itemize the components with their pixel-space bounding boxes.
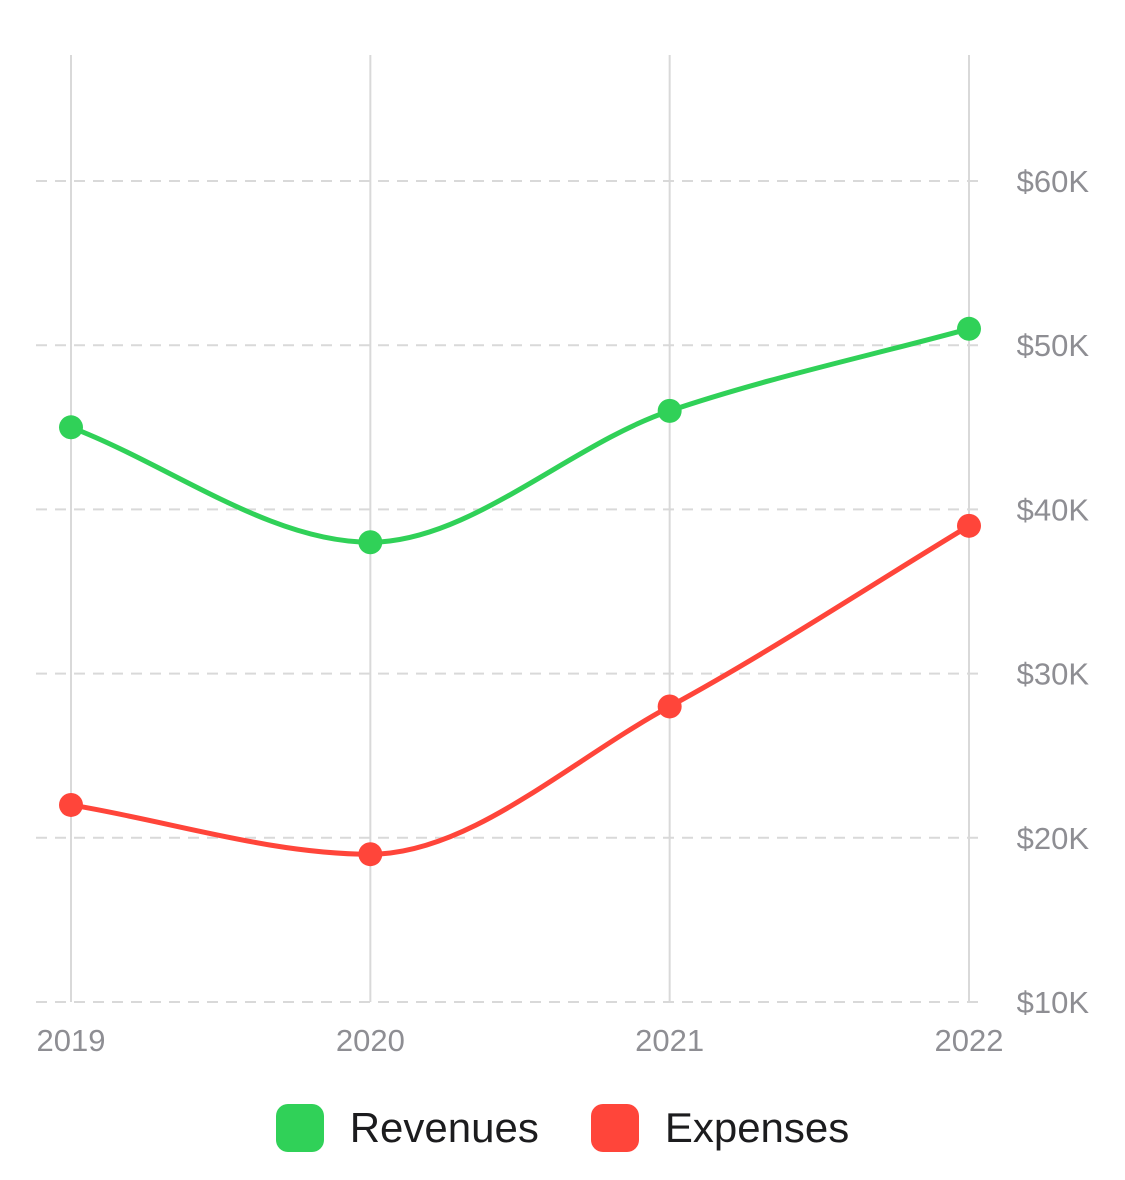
point-revenues-2019 — [59, 415, 83, 440]
legend-swatch-expenses — [590, 1104, 639, 1152]
x-tick-label: 2021 — [635, 1023, 704, 1058]
x-tick-label: 2019 — [37, 1023, 106, 1058]
legend-item-revenues[interactable]: Revenues — [275, 1104, 539, 1152]
point-revenues-2020 — [358, 530, 383, 555]
y-tick-label: $50K — [1017, 328, 1090, 363]
legend-label-revenues: Revenues — [349, 1104, 539, 1151]
point-expenses-2022 — [957, 513, 981, 538]
legend-item-expenses[interactable]: Expenses — [590, 1104, 850, 1152]
horizontal-gridlines — [36, 180, 985, 1003]
y-tick-label: $10K — [1017, 985, 1090, 1020]
y-axis-labels: $10K $20K $30K $40K $50K $60K — [1017, 164, 1090, 1020]
point-expenses-2021 — [657, 694, 682, 719]
y-tick-label: $30K — [1017, 657, 1090, 692]
x-axis-labels: 2019 2020 2021 2022 — [37, 1023, 1004, 1058]
line-expenses — [68, 523, 972, 857]
point-expenses-2019 — [59, 792, 83, 817]
point-revenues-2021 — [657, 398, 682, 423]
line-revenues — [68, 326, 972, 545]
y-tick-label: $40K — [1017, 492, 1090, 527]
legend-label-expenses: Expenses — [664, 1104, 850, 1151]
series-points — [59, 316, 981, 867]
y-tick-label: $60K — [1017, 164, 1090, 199]
vertical-gridlines — [70, 55, 970, 1002]
legend: Revenues Expenses — [0, 1098, 1125, 1158]
legend-swatch-revenues — [275, 1104, 324, 1152]
x-tick-label: 2020 — [336, 1023, 405, 1058]
point-expenses-2020 — [358, 842, 383, 867]
series-lines — [68, 326, 972, 857]
x-tick-label: 2022 — [935, 1023, 1004, 1058]
y-tick-label: $20K — [1017, 821, 1090, 856]
point-revenues-2022 — [957, 316, 981, 341]
